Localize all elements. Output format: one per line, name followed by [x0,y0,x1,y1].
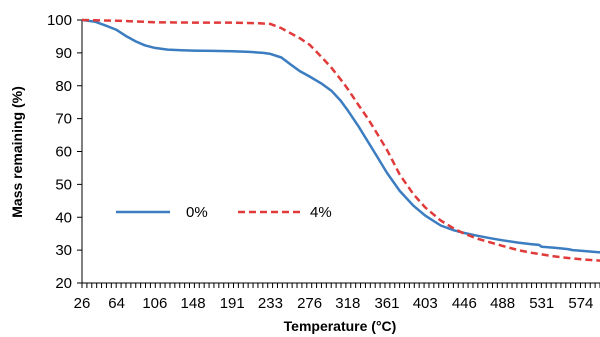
x-tick-label: 403 [413,295,438,312]
legend-label-0: 0% [186,204,208,221]
y-tick-label: 20 [55,275,72,292]
x-axis-title: Temperature (°C) [284,318,397,334]
legend-label-1: 4% [310,204,332,221]
y-tick-label: 30 [55,242,72,259]
legend: 0% 4% [116,204,332,221]
x-tick-label: 106 [142,295,167,312]
x-tick-label: 574 [568,295,593,312]
y-tick-label: 60 [55,144,72,161]
x-tick-label: 148 [181,295,206,312]
x-tick-label: 191 [220,295,245,312]
x-tick-label: 531 [529,295,554,312]
x-tick-label: 233 [258,295,283,312]
x-tick-label: 318 [335,295,360,312]
series-line-0 [81,18,600,254]
series-line-1 [81,18,600,262]
y-tick-label: 70 [55,111,72,128]
x-tick-label: 446 [452,295,477,312]
y-tick-label: 90 [55,45,72,62]
y-tick-label: 50 [55,176,72,193]
series-layer [81,18,600,262]
x-tick-label: 276 [297,295,322,312]
x-axis-ticks: 26 64 106 148 191 233 276 318 361 403 446 488 531 574 [74,283,600,312]
x-tick-label: 64 [108,295,125,312]
x-tick-label: 361 [374,295,399,312]
y-axis-title: Mass remaining (%) [9,86,25,217]
y-axis-ticks: 20 30 40 50 60 70 80 90 100 [47,12,82,292]
y-tick-label: 80 [55,78,72,95]
x-tick-label: 26 [74,295,91,312]
y-tick-label: 40 [55,209,72,226]
y-tick-label: 100 [47,12,72,29]
x-tick-label: 488 [490,295,515,312]
